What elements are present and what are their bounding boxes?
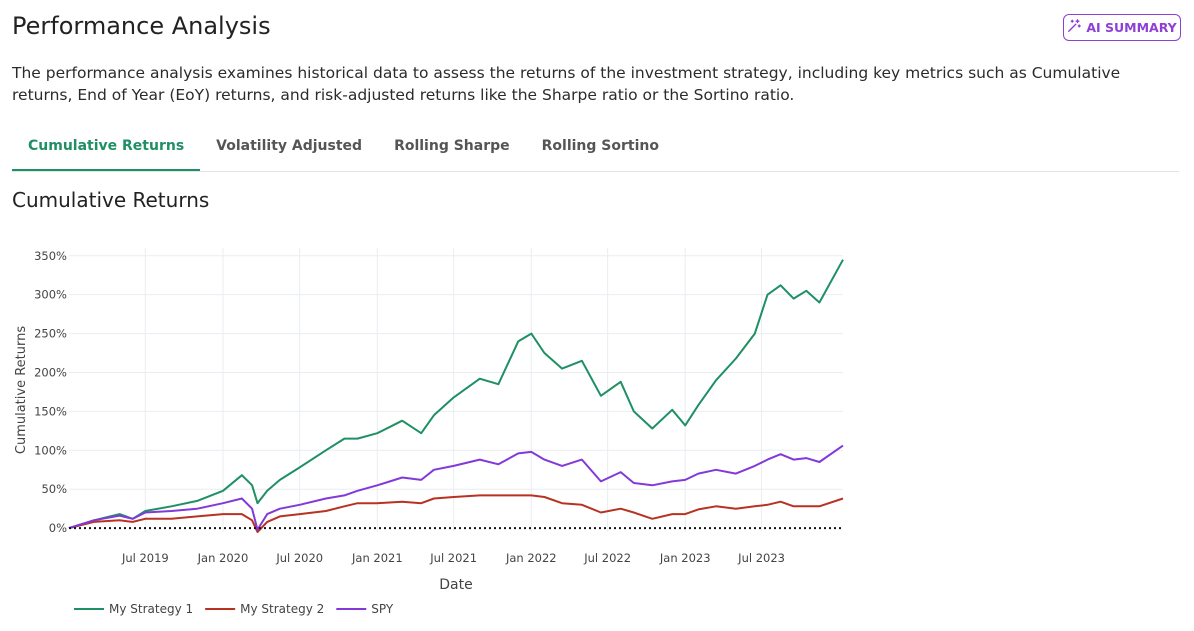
x-tick-label: Jul 2022 [583,551,631,565]
legend-label: My Strategy 1 [109,602,193,616]
legend-label: SPY [371,602,394,616]
y-tick-label: 300% [34,288,67,302]
series-lines [68,259,844,533]
chart-grid [69,248,843,532]
ai-summary-button[interactable]: AI SUMMARY [1063,14,1181,41]
section-title: Cumulative Returns [12,188,210,212]
series-line-my-strategy-1 [68,259,844,530]
x-tick-label: Jul 2021 [429,551,477,565]
tab-cumulative-returns[interactable]: Cumulative Returns [12,128,201,171]
x-tick-label: Jul 2020 [275,551,323,565]
page-title: Performance Analysis [12,12,271,40]
x-tick-label: Jan 2021 [351,551,403,565]
x-tick-label: Jan 2023 [659,551,711,565]
x-tick-labels: Jul 2019 Jan 2020 Jul 2020 Jan 2021 Jul 2021… [121,551,785,565]
y-tick-label: 0% [49,521,67,535]
legend-label: My Strategy 2 [240,602,324,616]
cumulative-returns-chart: 0% 50% 100% 150% 200% 250% 300% 350% Jul 2019 Ja… [14,248,844,616]
y-tick-labels: 0% 50% 100% 150% 200% 250% 300% 350% [34,249,67,535]
y-tick-label: 50% [41,482,67,496]
y-tick-label: 150% [34,404,67,418]
description-text: The performance analysis examines histor… [12,64,1121,104]
chart-legend: My Strategy 1 My Strategy 2 SPY [74,602,394,616]
x-tick-label: Jul 2019 [121,551,169,565]
x-tick-label: Jul 2023 [737,551,785,565]
tab-volatility-adjusted[interactable]: Volatility Adjusted [216,138,363,154]
series-line-my-strategy-2 [68,494,844,533]
y-tick-label: 250% [34,327,67,341]
y-tick-label: 200% [34,365,67,379]
x-tick-label: Jan 2020 [197,551,249,565]
tab-rolling-sortino[interactable]: Rolling Sortino [541,138,659,154]
y-tick-label: 100% [34,443,67,457]
x-axis-label: Date [439,577,472,593]
ai-summary-label: AI SUMMARY [1086,20,1177,35]
magic-wand-icon [1067,19,1082,36]
series-line-spy [68,444,844,531]
tab-rolling-sharpe[interactable]: Rolling Sharpe [394,138,510,154]
y-axis-label: Cumulative Returns [14,326,29,454]
tab-bar: Cumulative Returns Volatility Adjusted R… [12,128,1179,172]
x-tick-label: Jan 2022 [505,551,557,565]
y-tick-label: 350% [34,249,67,263]
